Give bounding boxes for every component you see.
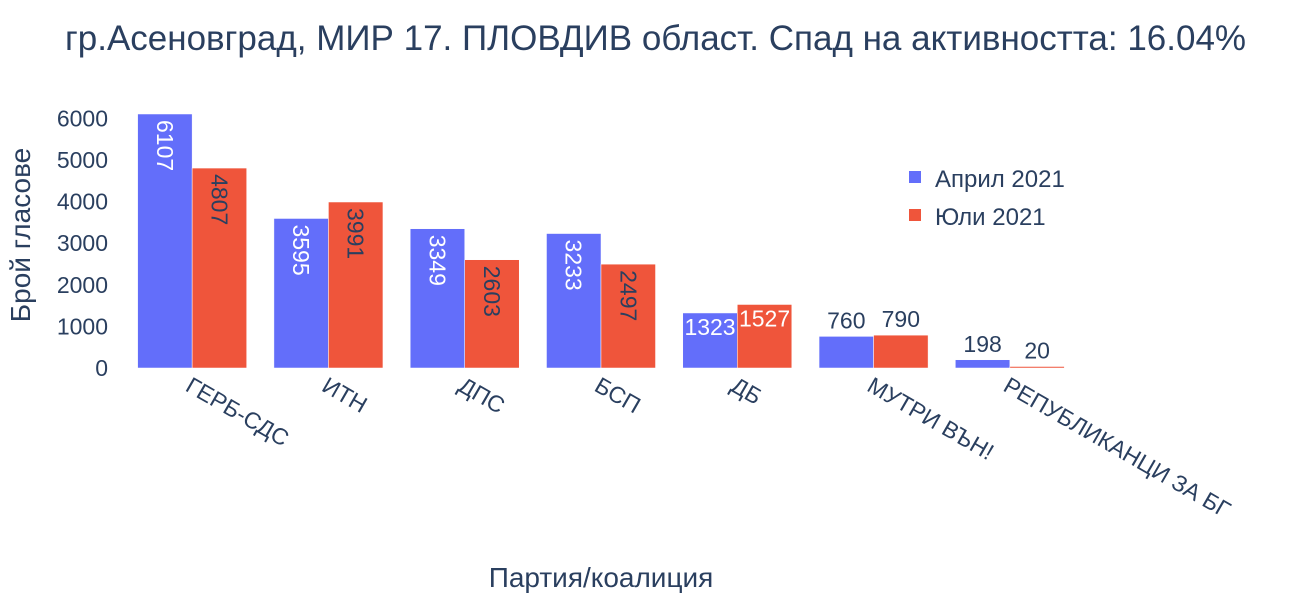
legend: Април 2021 Юли 2021 [909,166,1065,231]
bar-data-label: 6107 [152,120,178,171]
x-tick-label: МУТРИ ВЪН! [863,372,998,465]
bar-data-label: 2497 [615,270,641,321]
legend-label: Юли 2021 [935,204,1046,231]
y-tick-label: 3000 [57,230,108,256]
bar-data-label: 1323 [684,314,735,340]
bar [600,263,656,369]
bar [873,334,929,369]
bar-data-label: 3991 [343,208,369,259]
x-tick-label: ИТН [318,372,372,418]
x-tick-label: ДПС [454,372,509,419]
bar [464,259,520,369]
bar [328,201,384,369]
bar-data-label: 1527 [739,305,790,331]
x-tick-label: БСП [591,372,646,419]
bar [955,359,1011,369]
y-tick-label: 2000 [57,272,108,298]
bar-data-label: 20 [1024,338,1050,364]
bar [737,304,793,369]
bar [409,228,465,369]
y-tick-label: 0 [95,355,108,381]
bar-data-label: 790 [882,306,920,332]
bar [1009,366,1065,369]
bar [682,312,738,369]
y-tick-label: 1000 [57,313,108,339]
bar-data-label: 4807 [206,174,232,225]
legend-swatch [909,171,921,183]
chart-title: гр.Асеновград, МИР 17. ПЛОВДИВ област. С… [65,19,1246,58]
bar-data-label: 3595 [288,224,314,275]
x-tick-label: ДБ [727,372,767,410]
bar [546,233,602,369]
bar [191,167,247,369]
bar-data-label: 2603 [479,266,505,317]
y-tick-label: 6000 [57,105,108,131]
y-tick-label: 5000 [57,147,108,173]
bar [818,336,874,369]
x-axis: ГЕРБ-СДС ИТН ДПС БСП ДБ МУТРИ ВЪН! РЕПУБЛИКАНЦ… [182,372,1236,523]
y-axis: 0 1000 2000 3000 4000 5000 6000 [57,105,108,381]
y-tick-label: 4000 [57,189,108,215]
x-tick-label: РЕПУБЛИКАНЦИ ЗА БГ [999,372,1235,523]
legend-swatch [909,209,921,221]
bar-data-label: 3349 [424,235,450,286]
legend-label: Април 2021 [935,166,1065,193]
y-axis-title: Брой гласове [5,148,36,322]
bar [273,218,329,369]
x-tick-label: ГЕРБ-СДС [182,372,294,452]
bar [137,113,193,369]
x-axis-title: Партия/коалиция [489,562,714,593]
bar-data-label: 760 [827,307,865,333]
plot-area: 6107 3595 3349 3233 1323 760 198 4807 3991 2603 24… [137,113,1065,369]
bar-data-label: 3233 [561,240,587,291]
bar-data-label: 198 [963,331,1001,357]
